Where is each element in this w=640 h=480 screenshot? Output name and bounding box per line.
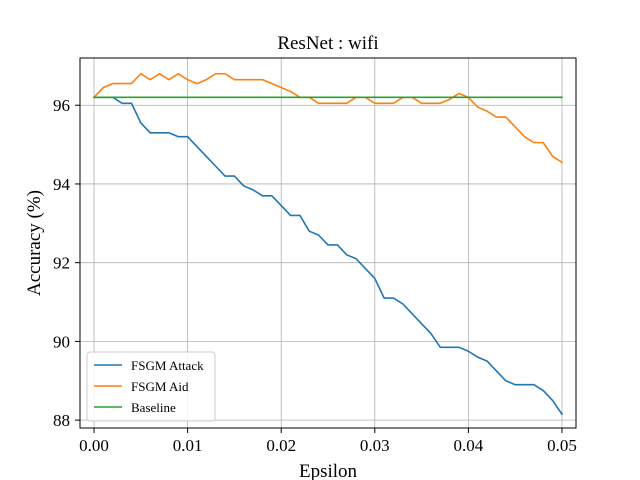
x-tick-label: 0.00 [79, 436, 109, 455]
x-tick-label: 0.03 [360, 436, 390, 455]
y-tick-label: 88 [53, 411, 70, 430]
x-tick-label: 0.01 [173, 436, 203, 455]
y-tick-label: 90 [53, 332, 70, 351]
series-line-fsgm-attack [93, 96, 564, 416]
x-tick-label: 0.05 [547, 436, 577, 455]
plot-frame [79, 57, 577, 429]
series-layer [92, 72, 564, 416]
y-tick-label: 92 [53, 254, 70, 273]
legend-label-fsgm-attack: FSGM Attack [131, 358, 204, 373]
x-axis-label: Epsilon [299, 461, 358, 480]
y-ticks: 88 90 92 94 96 [53, 96, 80, 430]
grid [80, 58, 576, 428]
x-ticks: 0.00 0.01 0.02 0.03 0.04 0.05 [79, 428, 577, 455]
x-tick-label: 0.02 [266, 436, 296, 455]
legend: FSGM Attack FSGM Aid Baseline [86, 351, 216, 422]
legend-label-baseline: Baseline [131, 400, 176, 415]
y-tick-label: 94 [53, 175, 71, 194]
x-tick-label: 0.04 [454, 436, 484, 455]
chart-title: ResNet : wifi [277, 33, 378, 54]
y-tick-label: 96 [53, 96, 70, 115]
legend-frame [86, 351, 216, 422]
legend-label-fsgm-aid: FSGM Aid [131, 379, 189, 394]
y-axis-label: Accuracy (%) [24, 190, 45, 296]
series-line-fsgm-aid [92, 72, 564, 164]
